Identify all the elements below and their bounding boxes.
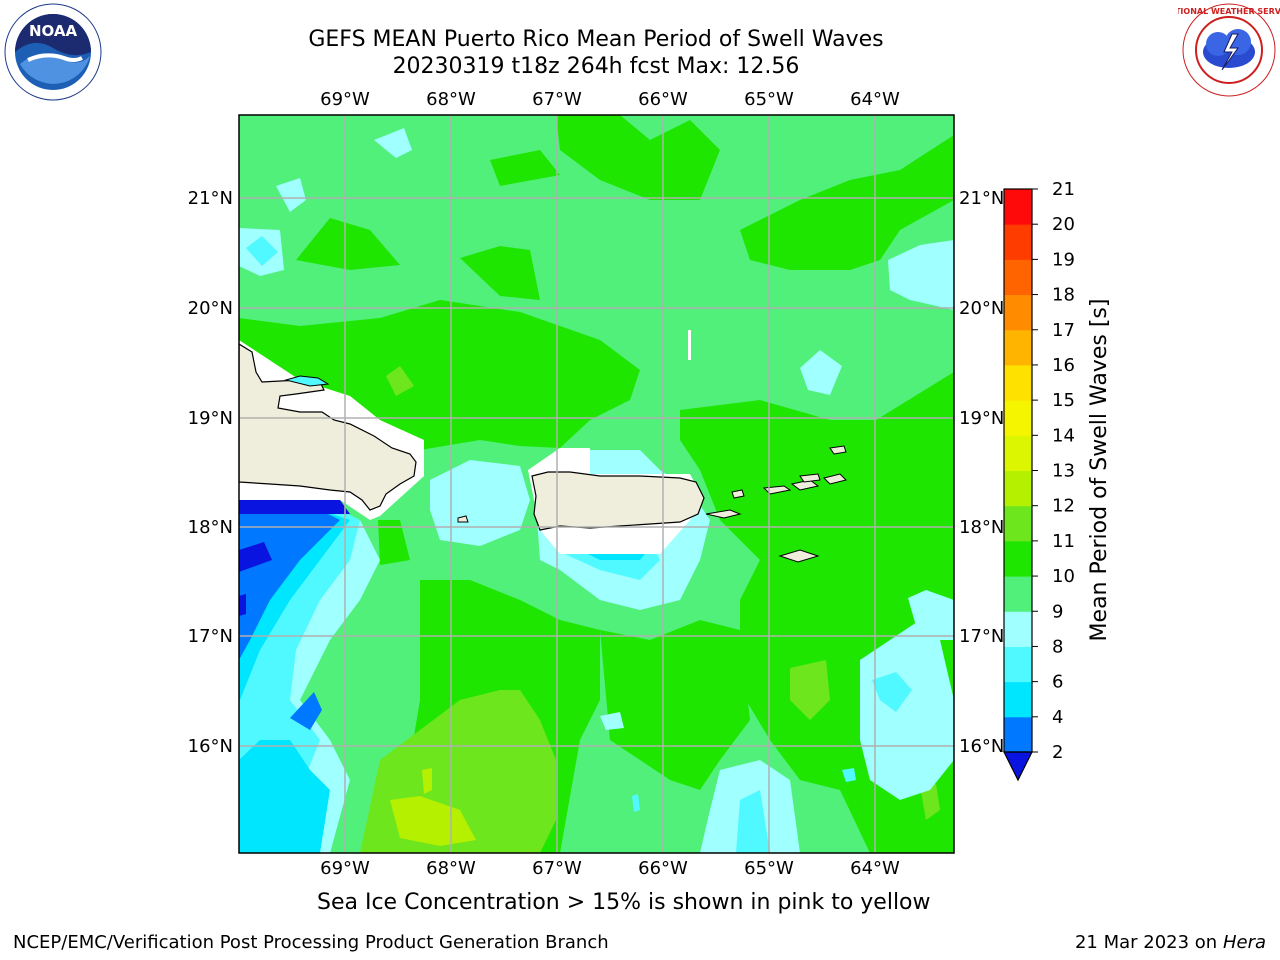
lat-label-right: 20°N [959,298,1004,319]
map-frame [238,114,955,854]
lat-label-left: 19°N [188,408,233,429]
lat-label-left: 16°N [188,736,233,757]
chart-subtitle-run: 20230319 t18z 264h fcst Max: 12.56 [392,54,800,79]
footer-branch: NCEP/EMC/Verification Post Processing Pr… [13,932,609,953]
colorbar-tick-label: 21 [1052,179,1075,200]
lon-label-top: 65°W [744,89,794,110]
colorbar-tick-label: 11 [1052,531,1075,552]
lon-label-bottom: 69°W [320,858,370,879]
colorbar-tick-label: 20 [1052,214,1075,235]
colorbar-segment [1004,364,1032,401]
lat-label-left: 18°N [188,517,233,538]
lon-label-top: 64°W [850,89,900,110]
lon-label-top: 66°W [638,89,688,110]
lon-label-bottom: 66°W [638,858,688,879]
colorbar-tick-label: 12 [1052,496,1075,517]
colorbar-segment [1004,294,1032,331]
colorbar-tick-label: 17 [1052,320,1075,341]
lon-label-bottom: 65°W [744,858,794,879]
colorbar-tick-label: 13 [1052,461,1075,482]
swell-band-12-13 [390,768,476,846]
colorbar-tick-label: 16 [1052,355,1075,376]
lat-label-left: 21°N [188,188,233,209]
colorbar-segment [1004,576,1032,612]
colorbar-under-arrow [1003,751,1033,782]
svg-text:NOAA: NOAA [29,22,78,40]
colorbar-tick-label: 15 [1052,390,1075,411]
lon-label-top: 69°W [320,89,370,110]
colorbar-tick-label: 9 [1052,601,1063,622]
lon-label-top: 68°W [426,89,476,110]
lat-label-right: 17°N [959,626,1004,647]
colorbar-segment [1004,329,1032,366]
colorbar-segment [1004,716,1032,753]
colorbar-segment [1004,505,1032,542]
swell-band-2-4 [239,500,340,730]
puerto-rico-land [531,471,705,531]
colorbar-tick-label: 4 [1052,707,1063,728]
chart-title: GEFS MEAN Puerto Rico Mean Period of Swe… [308,27,884,52]
colorbar-tick-label: 18 [1052,285,1075,306]
map-graticule [239,115,954,853]
colorbar-segment [1004,189,1032,225]
colorbar-segment [1004,435,1032,471]
lon-label-bottom: 67°W [532,858,582,879]
colorbar-tick-label: 10 [1052,566,1075,587]
colorbar-segment [1004,646,1032,683]
colorbar-tick-label: 2 [1052,742,1063,763]
colorbar-segment [1004,224,1032,260]
colorbar-segment [1004,611,1032,647]
small-islands [284,375,847,563]
colorbar-segment [1004,400,1032,436]
colorbar-tick-label: 8 [1052,636,1063,657]
colorbar-tick-label: 6 [1052,672,1063,693]
footer-machine: Hera [1222,932,1266,953]
svg-text:NATIONAL WEATHER SERVICE: NATIONAL WEATHER SERVICE [1178,7,1280,16]
lat-label-right: 18°N [959,517,1004,538]
colorbar-segment [1004,259,1032,296]
colorbar-segment [1004,681,1032,718]
colorbar-segment [1004,470,1032,507]
footer-date: 21 Mar 2023 on Hera [1075,932,1266,953]
footer-date-text: 21 Mar 2023 on [1074,932,1218,953]
lon-label-top: 67°W [532,89,582,110]
sea-ice-note: Sea Ice Concentration > 15% is shown in … [317,890,931,915]
lon-label-bottom: 64°W [850,858,900,879]
lon-label-bottom: 68°W [426,858,476,879]
colorbar: 2 4 6 8 9 10 11 12 13 14 15 16 17 18 19 20 21 [1003,179,1075,782]
lat-label-left: 20°N [188,298,233,319]
colorbar-segment [1004,540,1032,577]
lat-label-right: 16°N [959,736,1004,757]
swell-band-below-2 [239,500,350,616]
colorbar-label: Mean Period of Swell Waves [s] [1087,299,1112,642]
nws-logo-icon: NATIONAL WEATHER SERVICE [1178,3,1280,97]
lat-label-left: 17°N [188,626,233,647]
lat-label-right: 21°N [959,188,1004,209]
noaa-logo-icon: NOAA [4,3,102,101]
lat-label-right: 19°N [959,408,1004,429]
colorbar-tick-label: 19 [1052,249,1075,270]
colorbar-tick-label: 14 [1052,425,1075,446]
